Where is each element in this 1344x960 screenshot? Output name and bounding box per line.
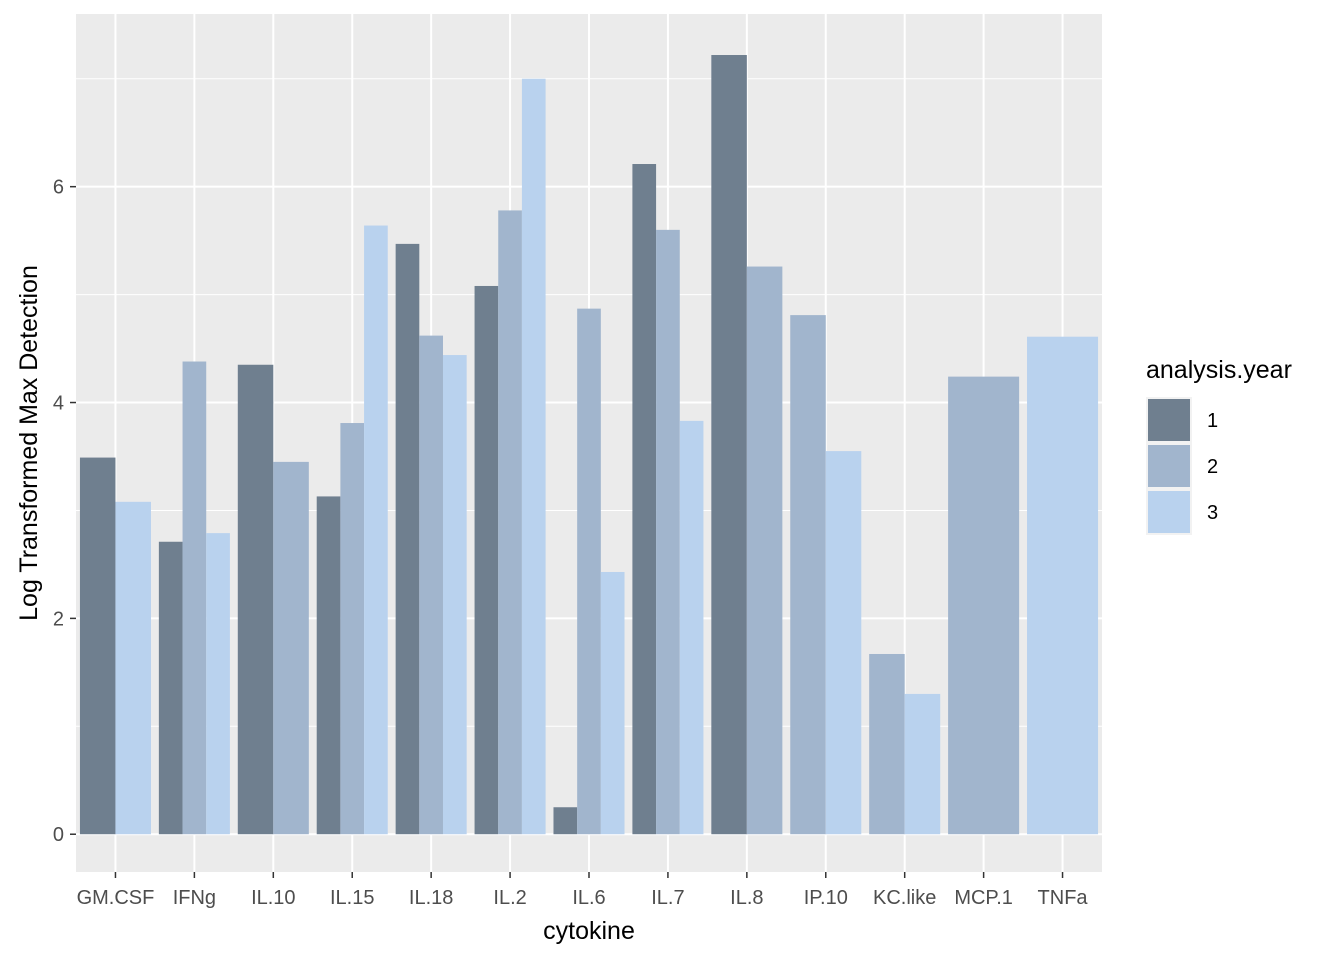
bar-IL.18-year-3 xyxy=(442,355,467,835)
x-tick-label: IP.10 xyxy=(804,887,848,909)
bar-IL.7-year-3 xyxy=(679,420,704,835)
bar-IL.10-year-2 xyxy=(273,461,309,835)
bar-KC.like-year-3 xyxy=(904,693,941,835)
bar-IL.2-year-2 xyxy=(498,210,522,835)
y-axis-ticks: 0 2 4 6 xyxy=(53,177,76,846)
bar-IL.15-year-3 xyxy=(364,225,388,835)
x-tick-label: IL.7 xyxy=(651,887,684,909)
x-tick-label: IL.10 xyxy=(251,887,295,909)
bars xyxy=(79,55,1099,835)
x-tick-label: IL.8 xyxy=(730,887,763,909)
y-tick-label: 2 xyxy=(53,608,64,630)
legend-label-3: 3 xyxy=(1207,502,1218,524)
x-axis-title: cytokine xyxy=(543,917,635,945)
bar-IP.10-year-2 xyxy=(790,315,826,835)
x-tick-label: GM.CSF xyxy=(77,887,155,909)
x-axis-ticks: GM.CSF IFNg IL.10 IL.15 IL.18 IL.2 IL.6 IL.7 IL.… xyxy=(77,872,1089,909)
legend-swatch-3 xyxy=(1148,491,1190,533)
legend-label-2: 2 xyxy=(1207,456,1218,478)
bar-IL.15-year-2 xyxy=(340,423,365,835)
bar-KC.like-year-2 xyxy=(869,653,905,835)
legend-label-1: 1 xyxy=(1207,410,1218,432)
legend-swatch-2 xyxy=(1148,445,1190,487)
bar-MCP.1-year-2 xyxy=(948,376,1020,835)
bar-IL.6-year-3 xyxy=(600,571,625,835)
x-tick-label: KC.like xyxy=(873,887,936,909)
bar-IL.2-year-1 xyxy=(474,285,499,835)
x-tick-label: IL.6 xyxy=(572,887,605,909)
bar-TNFa-year-3 xyxy=(1027,336,1099,835)
bar-IL.8-year-2 xyxy=(746,266,783,835)
x-tick-label: IL.15 xyxy=(330,887,374,909)
x-tick-label: IFNg xyxy=(173,887,216,909)
y-tick-label: 0 xyxy=(53,824,64,846)
bar-IL.6-year-1 xyxy=(553,807,578,835)
y-tick-label: 4 xyxy=(53,393,64,415)
x-tick-label: MCP.1 xyxy=(954,887,1013,909)
bar-GM.CSF-year-1 xyxy=(79,457,116,835)
legend-swatch-1 xyxy=(1148,399,1190,441)
y-axis-title: Log Transformed Max Detection xyxy=(15,265,43,621)
bar-IL.6-year-2 xyxy=(577,308,601,835)
bar-IFNg-year-3 xyxy=(206,533,230,835)
y-tick-label: 6 xyxy=(53,177,64,199)
bar-GM.CSF-year-3 xyxy=(115,501,151,835)
bar-IL.18-year-1 xyxy=(395,243,420,835)
bar-IL.7-year-1 xyxy=(632,164,657,835)
bar-IL.7-year-2 xyxy=(656,229,680,835)
legend-title: analysis.year xyxy=(1146,356,1292,384)
legend: analysis.year 1 2 3 xyxy=(1146,356,1292,535)
bar-IL.8-year-1 xyxy=(711,55,747,835)
bar-IFNg-year-1 xyxy=(158,541,183,835)
x-tick-label: IL.18 xyxy=(409,887,453,909)
bar-IL.2-year-3 xyxy=(521,78,546,835)
x-tick-label: TNFa xyxy=(1038,887,1089,909)
bar-IFNg-year-2 xyxy=(182,361,207,835)
bar-IP.10-year-3 xyxy=(825,451,862,835)
bar-IL.10-year-1 xyxy=(237,364,274,835)
bar-IL.15-year-1 xyxy=(316,496,341,835)
bar-IL.18-year-2 xyxy=(419,335,443,835)
x-tick-label: IL.2 xyxy=(493,887,526,909)
